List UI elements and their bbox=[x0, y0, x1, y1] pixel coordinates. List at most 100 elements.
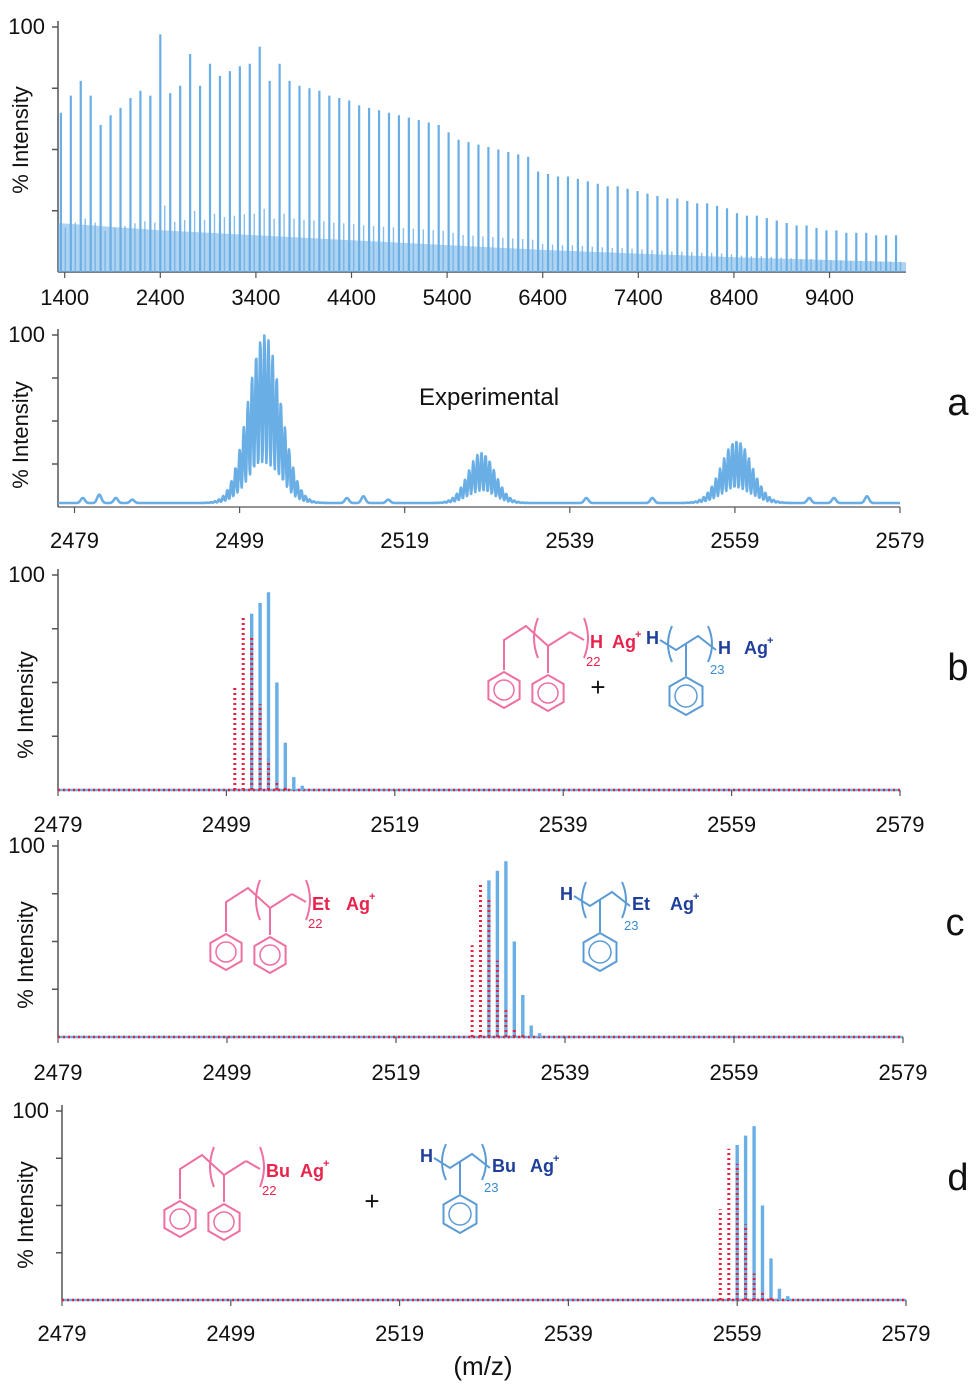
phenyl-ring bbox=[668, 675, 704, 717]
x-tick-label: 2579 bbox=[876, 528, 925, 553]
x-axis-label: (m/z) bbox=[453, 1351, 512, 1381]
chem-backbone bbox=[179, 1153, 247, 1199]
start-group: H bbox=[420, 1146, 433, 1166]
silver-ion: Ag bbox=[612, 632, 636, 652]
end-group: Et bbox=[312, 894, 330, 914]
x-tick-label: 2579 bbox=[876, 812, 925, 837]
chem-bond bbox=[569, 631, 585, 641]
silver-ion: Ag bbox=[300, 1161, 324, 1181]
y-tick-label-100: 100 bbox=[8, 14, 45, 39]
silver-ion: Ag bbox=[744, 638, 768, 658]
repeat-count: 22 bbox=[586, 654, 600, 669]
repeat-count: 23 bbox=[710, 662, 724, 677]
repeat-count: 23 bbox=[624, 918, 638, 933]
panel-label-d: d bbox=[947, 1157, 968, 1199]
x-tick-label: 2499 bbox=[215, 528, 264, 553]
chem-bracket bbox=[259, 1146, 265, 1188]
ion-charge: + bbox=[767, 635, 773, 647]
experimental-trace bbox=[57, 334, 901, 505]
phenyl-ring-inner bbox=[169, 1208, 191, 1230]
chem-bracket bbox=[209, 1146, 215, 1188]
x-tick-label: 2559 bbox=[710, 1060, 759, 1085]
chem-backbone bbox=[503, 624, 571, 670]
x-tick-label: 2400 bbox=[136, 285, 185, 310]
spectra-panels: 100 % Intensity 1400 2400 3400 4400 5400 6400 74… bbox=[8, 14, 969, 1346]
plus-sign: + bbox=[364, 1186, 379, 1216]
chem-bracket bbox=[707, 625, 713, 663]
chem-bond bbox=[291, 893, 307, 903]
y-axis-label: % Intensity bbox=[8, 86, 33, 194]
x-tick-label: 2519 bbox=[375, 1321, 424, 1346]
phenyl-ring-inner bbox=[448, 1202, 472, 1226]
phenyl-ring bbox=[253, 935, 287, 975]
x-tick-label: 2539 bbox=[539, 812, 588, 837]
phenyl-ring bbox=[163, 1199, 197, 1239]
silver-ion: Ag bbox=[346, 894, 370, 914]
x-tick-label: 2559 bbox=[707, 812, 756, 837]
phenyl-ring-inner bbox=[215, 941, 237, 963]
repeat-count: 22 bbox=[308, 916, 322, 931]
x-tick-label: 2539 bbox=[544, 1321, 593, 1346]
phenyl-ring-inner bbox=[588, 940, 612, 964]
x-tick-label: 2479 bbox=[34, 1060, 83, 1085]
phenyl-ring bbox=[209, 932, 243, 972]
x-tick-label: 6400 bbox=[518, 285, 567, 310]
chem-bracket bbox=[533, 617, 539, 659]
x-tick-label: 2479 bbox=[34, 812, 83, 837]
ion-charge: + bbox=[323, 1158, 329, 1170]
x-tick-label: 2499 bbox=[203, 1060, 252, 1085]
experimental-label: Experimental bbox=[419, 384, 559, 411]
chem-bracket bbox=[305, 879, 311, 921]
structure-red-b: 22H Ag + bbox=[487, 617, 641, 713]
chem-bracket bbox=[581, 881, 587, 919]
x-tick-label: 8400 bbox=[709, 285, 758, 310]
end-group: Bu bbox=[266, 1161, 290, 1181]
x-tick-label: 7400 bbox=[614, 285, 663, 310]
repeat-count: 23 bbox=[484, 1180, 498, 1195]
chem-bracket bbox=[621, 881, 627, 919]
phenyl-ring-inner bbox=[674, 684, 698, 708]
end-group: Et bbox=[632, 894, 650, 914]
x-tick-label: 2559 bbox=[710, 528, 759, 553]
ion-charge: + bbox=[553, 1153, 559, 1165]
phenyl-ring-inner bbox=[213, 1211, 235, 1233]
silver-ion: Ag bbox=[670, 894, 694, 914]
structure-blue-c: H 23 Et Ag + bbox=[560, 881, 699, 973]
chem-bracket bbox=[481, 1143, 487, 1181]
x-tick-label: 2519 bbox=[372, 1060, 421, 1085]
end-group: Bu bbox=[492, 1156, 516, 1176]
y-tick-label-100: 100 bbox=[8, 562, 45, 587]
ion-charge: + bbox=[369, 891, 375, 903]
y-axis-label: % Intensity bbox=[8, 381, 33, 489]
x-tick-label: 2499 bbox=[206, 1321, 255, 1346]
x-tick-label: 3400 bbox=[231, 285, 280, 310]
panel-label-c: c bbox=[946, 902, 965, 944]
x-tick-label: 2479 bbox=[38, 1321, 87, 1346]
y-tick-label-100: 100 bbox=[12, 1098, 49, 1123]
chem-bond bbox=[245, 1160, 261, 1170]
start-group: H bbox=[560, 884, 573, 904]
chem-bracket bbox=[667, 625, 673, 663]
ion-charge: + bbox=[693, 891, 699, 903]
phenyl-ring bbox=[487, 670, 521, 710]
x-tick-label: 2539 bbox=[545, 528, 594, 553]
chem-backbone bbox=[225, 886, 293, 932]
phenyl-ring-inner bbox=[537, 682, 559, 704]
structure-blue-d: H 23 Bu Ag + bbox=[420, 1143, 559, 1235]
y-axis-label: % Intensity bbox=[13, 651, 38, 759]
panel-label-a: a bbox=[947, 382, 969, 424]
end-group: H bbox=[590, 632, 603, 652]
phenyl-ring bbox=[442, 1193, 478, 1235]
x-tick-label: 2479 bbox=[50, 528, 99, 553]
phenyl-ring-inner bbox=[493, 679, 515, 701]
structure-blue-b: H 23 H Ag + bbox=[646, 625, 773, 717]
x-tick-label: 2559 bbox=[713, 1321, 762, 1346]
chem-bracket bbox=[441, 1143, 447, 1181]
x-tick-label: 2539 bbox=[541, 1060, 590, 1085]
x-tick-label: 2499 bbox=[202, 812, 251, 837]
panel-label-b: b bbox=[947, 647, 968, 689]
phenyl-ring bbox=[582, 931, 618, 973]
x-tick-label: 5400 bbox=[423, 285, 472, 310]
repeat-count: 22 bbox=[262, 1183, 276, 1198]
